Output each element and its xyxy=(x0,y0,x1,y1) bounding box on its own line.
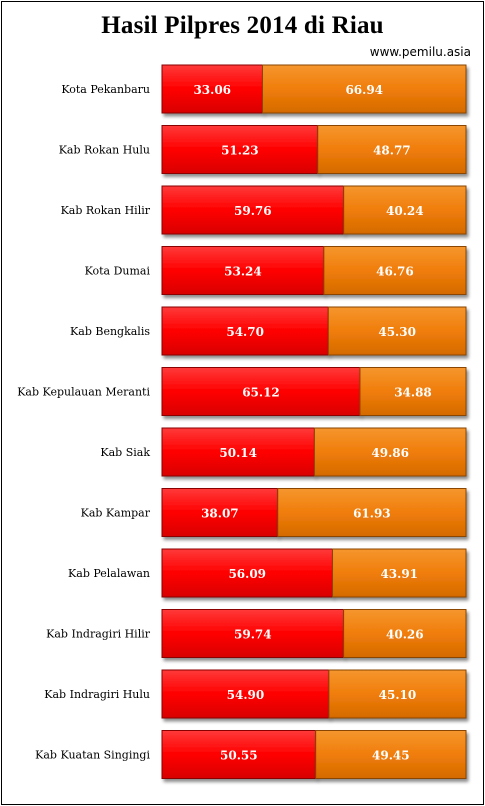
bar-segment-a xyxy=(161,488,279,537)
bar-segment-a xyxy=(161,306,329,356)
bar-segment-a xyxy=(161,427,315,477)
data-label: 38.07 xyxy=(201,507,239,521)
bar-segment-a xyxy=(161,185,345,235)
bar-segment-b xyxy=(262,64,467,114)
bar-segment-a xyxy=(161,730,317,779)
data-label: 51.23 xyxy=(221,144,259,158)
bar-segment-b xyxy=(317,125,467,174)
data-label: 65.12 xyxy=(242,386,280,400)
data-label: 40.26 xyxy=(386,628,424,642)
data-label: 49.45 xyxy=(372,749,410,763)
data-label: 45.10 xyxy=(379,688,417,702)
bar-segment-b xyxy=(327,306,467,356)
bar-segment-b xyxy=(315,730,467,779)
bar-segment-b xyxy=(328,669,467,719)
data-label: 43.91 xyxy=(380,567,418,581)
category-label: Kab Bengkalis xyxy=(70,325,150,338)
bar-segment-b xyxy=(323,246,467,295)
bar-segment-a xyxy=(161,548,334,598)
category-label: Kota Pekanbaru xyxy=(61,83,150,96)
category-label: Kab Pelalawan xyxy=(68,567,150,580)
bar-segment-a xyxy=(161,609,345,658)
bar-segment-a xyxy=(161,125,319,174)
data-label: 53.24 xyxy=(224,265,262,279)
data-label: 34.88 xyxy=(394,386,432,400)
bar-segment-a xyxy=(161,246,325,295)
data-label: 33.06 xyxy=(193,83,231,97)
data-label: 49.86 xyxy=(371,446,409,460)
bars-group: Kota Pekanbaru 33.06 66.94 Kab Rokan Hulu 51… xyxy=(17,64,467,779)
category-label: Kab Rokan Hulu xyxy=(59,144,150,157)
bar-segment-b xyxy=(359,367,467,416)
data-label: 54.90 xyxy=(227,688,265,702)
category-label: Kab Indragiri Hilir xyxy=(46,628,151,641)
category-label: Kab Kuatan Singingi xyxy=(35,749,150,762)
data-label: 40.24 xyxy=(386,204,424,218)
data-label: 50.14 xyxy=(219,446,257,460)
bar-segment-a xyxy=(161,367,361,416)
bar-segment-b xyxy=(313,427,467,477)
bar-segment-a xyxy=(161,669,330,719)
data-label: 45.30 xyxy=(378,325,416,339)
source-url: www.pemilu.asia xyxy=(369,45,471,59)
category-label: Kab Kampar xyxy=(81,507,151,520)
data-label: 48.77 xyxy=(373,144,411,158)
data-label: 66.94 xyxy=(345,83,383,97)
data-label: 50.55 xyxy=(220,749,258,763)
bar-segment-b xyxy=(332,548,467,598)
data-label: 59.74 xyxy=(234,628,272,642)
category-label: Kab Kepulauan Meranti xyxy=(17,386,150,399)
bar-segment-b xyxy=(343,185,467,235)
category-label: Kab Indragiri Hulu xyxy=(44,688,150,701)
bar-segment-b xyxy=(277,488,467,537)
category-label: Kota Dumai xyxy=(85,265,151,278)
data-label: 61.93 xyxy=(353,507,391,521)
category-label: Kab Siak xyxy=(100,446,150,459)
data-label: 46.76 xyxy=(376,265,414,279)
chart-title: Hasil Pilpres 2014 di Riau xyxy=(101,12,384,39)
data-label: 54.70 xyxy=(226,325,264,339)
category-label: Kab Rokan Hilir xyxy=(61,204,151,217)
data-label: 59.76 xyxy=(234,204,272,218)
bar-segment-b xyxy=(343,609,467,658)
data-label: 56.09 xyxy=(228,567,266,581)
